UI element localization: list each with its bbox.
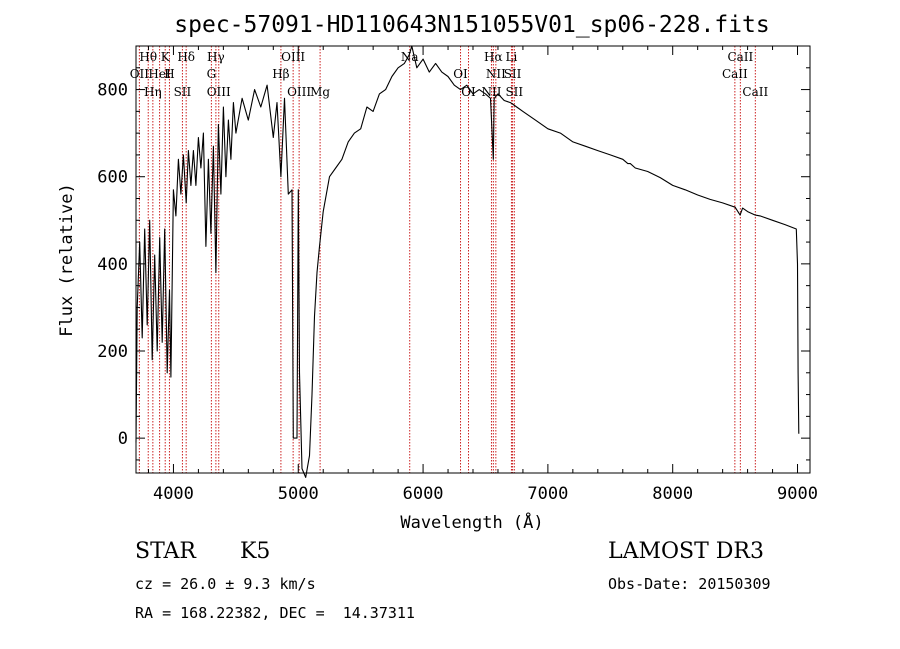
y-tick-label: 0 (118, 429, 128, 449)
chart-title: spec-57091-HD110643N151055V01_sp06-228.f… (174, 12, 769, 38)
line-label-oi: OI (453, 67, 468, 81)
y-tick-label: 200 (97, 342, 128, 362)
line-label-na: Na (401, 50, 419, 64)
plot-frame (135, 45, 811, 474)
line-label-hδ: Hδ (177, 50, 195, 64)
line-label-oiii: OIII (287, 85, 311, 99)
obs-date: Obs-Date: 20150309 (608, 575, 771, 593)
spectral-line-markers (138, 46, 756, 473)
line-label-caii: CaII (742, 85, 768, 99)
x-tick-label: 8000 (652, 484, 693, 504)
y-axis-ticks: 0 200 400 600 800 (97, 67, 810, 461)
line-label-mg: Mg (310, 85, 330, 99)
spectral-line-labels: HθOIIHηKHeISIIHδHOIIIHγGOIIIOIIIHβMgNaOI… (130, 50, 769, 99)
object-type: STAR (135, 539, 196, 564)
line-label-sii: SII (504, 67, 522, 81)
x-axis-label: Wavelength (Å) (400, 511, 543, 533)
line-label-k: K (161, 50, 171, 64)
line-label-oi: OI (461, 85, 476, 99)
x-tick-label: 5000 (278, 484, 319, 504)
line-label-oiii: OIII (281, 50, 305, 64)
line-label-li: Li (506, 50, 518, 64)
line-label-hθ: Hθ (139, 50, 157, 64)
line-label-hη: Hη (144, 85, 162, 99)
spectral-subclass: K5 (240, 539, 271, 564)
line-label-g: G (207, 67, 217, 81)
line-label-hβ: Hβ (272, 67, 289, 81)
x-tick-label: 6000 (403, 484, 444, 504)
line-label-hei: HeI (148, 67, 171, 81)
redshift-value: cz = 26.0 ± 9.3 km/s (135, 575, 316, 593)
line-label-caii: CaII (727, 50, 753, 64)
line-label-nii: NII (486, 67, 506, 81)
coordinates: RA = 168.22382, DEC = 14.37311 (135, 604, 415, 622)
line-label-caii: CaII (722, 67, 748, 81)
y-axis-label: Flux (relative) (57, 183, 77, 337)
x-axis-ticks: 4000 5000 6000 7000 8000 9000 (147, 46, 818, 504)
line-label-oiii: OIII (207, 85, 231, 99)
y-tick-label: 600 (97, 168, 128, 188)
line-label-hγ: Hγ (207, 50, 225, 64)
x-tick-label: 9000 (777, 484, 818, 504)
x-tick-label: 4000 (153, 484, 194, 504)
x-tick-label: 7000 (527, 484, 568, 504)
line-label-nii: NII (481, 85, 501, 99)
line-label-oii: OII (130, 67, 150, 81)
spectrum-line (135, 45, 800, 478)
line-label-sii: SII (174, 85, 192, 99)
survey-name: LAMOST DR3 (608, 539, 764, 564)
line-label-h: H (164, 67, 174, 81)
y-tick-label: 800 (97, 81, 128, 101)
line-label-sii: SII (505, 85, 523, 99)
y-tick-label: 400 (97, 255, 128, 275)
line-label-hα: Hα (484, 50, 503, 64)
